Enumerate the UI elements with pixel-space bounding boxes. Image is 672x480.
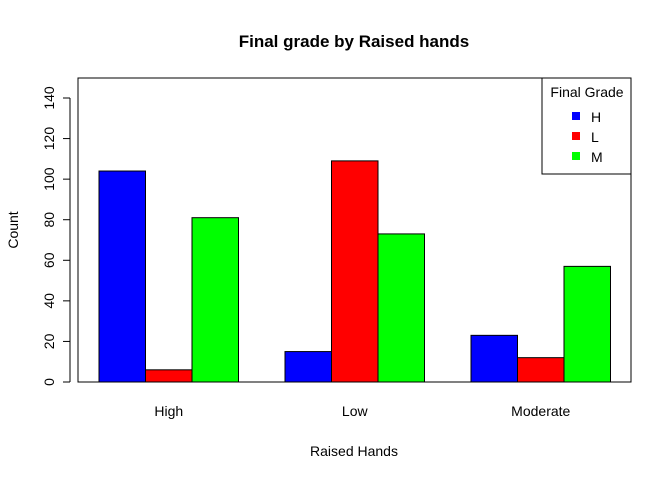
bars <box>98 160 611 383</box>
bar-low-l <box>331 160 379 383</box>
bar-low-h <box>284 351 332 383</box>
y-tick-label: 20 <box>41 333 57 349</box>
bar-low-m <box>377 233 425 383</box>
legend-label-h: H <box>591 109 601 125</box>
x-tick-label: High <box>154 403 183 419</box>
chart-title: Final grade by Raised hands <box>239 32 470 51</box>
y-tick-label: 120 <box>41 127 57 151</box>
bar-high-h <box>98 170 146 383</box>
x-tick-label: Low <box>342 403 369 419</box>
y-tick-label: 0 <box>41 378 57 386</box>
y-tick-label: 140 <box>41 86 57 110</box>
x-tick-label: Moderate <box>511 403 570 419</box>
bar-high-m <box>191 217 239 383</box>
legend-box <box>541 77 632 175</box>
bar-moderate-m <box>563 265 611 383</box>
legend-label-m: M <box>591 149 603 165</box>
y-axis-label: Count <box>5 211 21 248</box>
bar-moderate-h <box>470 334 518 383</box>
legend-title: Final Grade <box>550 84 623 100</box>
y-tick-label: 80 <box>41 212 57 228</box>
x-axis-tick-labels: High Low Moderate <box>154 403 570 419</box>
legend-label-l: L <box>591 129 599 145</box>
legend: Final Grade HLM <box>541 77 632 175</box>
legend-swatch-m <box>572 152 580 160</box>
y-axis: 0 20 40 60 80 100 120 140 <box>41 86 71 386</box>
y-tick-label: 40 <box>41 293 57 309</box>
y-tick-label: 60 <box>41 252 57 268</box>
legend-swatch-h <box>572 112 580 120</box>
bar-moderate-l <box>517 357 565 383</box>
legend-swatch-l <box>572 132 580 140</box>
y-tick-label: 100 <box>41 167 57 191</box>
x-axis-label: Raised Hands <box>310 443 398 459</box>
bar-high-l <box>145 369 193 383</box>
